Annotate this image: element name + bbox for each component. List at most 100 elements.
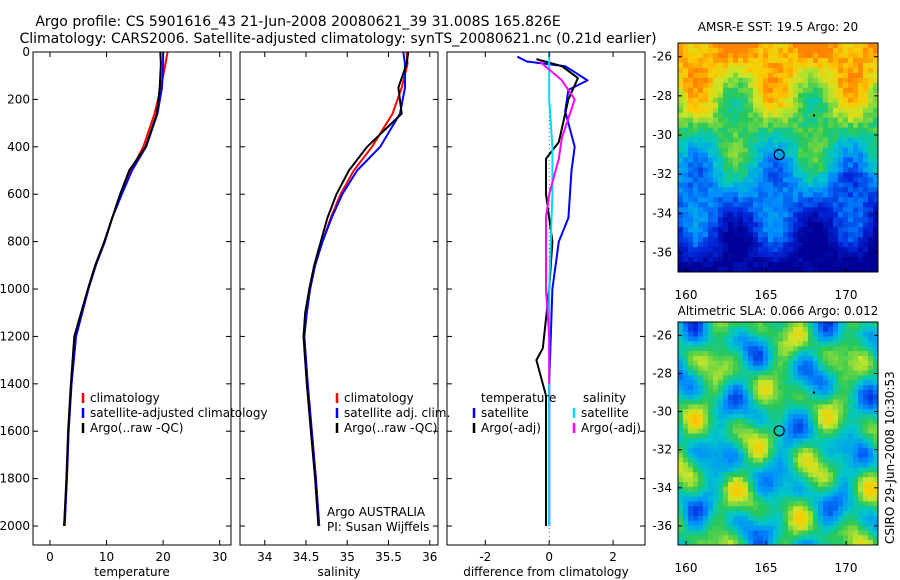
heatmap-cell — [693, 409, 699, 415]
heatmap-cell — [748, 177, 754, 183]
heatmap-cell — [728, 360, 734, 367]
heatmap-cell — [853, 187, 859, 193]
heatmap-cell — [683, 107, 689, 114]
heatmap-cell — [788, 67, 794, 74]
heatmap-cell — [863, 515, 869, 522]
heatmap-cell — [838, 501, 844, 507]
heatmap-cell — [848, 448, 854, 454]
heatmap-cell — [828, 452, 834, 459]
heatmap-cell — [698, 102, 704, 109]
heatmap-cell — [768, 77, 774, 84]
heatmap-cell — [833, 237, 839, 243]
heatmap-cell — [698, 501, 704, 507]
heatmap-cell — [723, 414, 729, 420]
heatmap-cell — [773, 57, 779, 64]
heatmap-cell — [748, 389, 754, 396]
heatmap-cell — [763, 385, 769, 391]
heatmap-cell — [708, 472, 714, 478]
heatmap-cell — [813, 346, 819, 352]
heatmap-cell — [788, 511, 794, 517]
heatmap-cell — [733, 227, 739, 233]
heatmap-cell — [708, 172, 714, 178]
heatmap-cell — [738, 511, 744, 517]
heatmap-cell — [783, 399, 789, 405]
heatmap-cell — [693, 481, 699, 488]
heatmap-cell — [863, 326, 869, 333]
heatmap-cell — [778, 202, 784, 208]
heatmap-cell — [778, 399, 784, 405]
heatmap-cell — [678, 486, 684, 493]
heatmap-cell — [723, 496, 729, 502]
heatmap-cell — [833, 535, 839, 541]
heatmap-cell — [863, 177, 869, 183]
heatmap-cell — [738, 486, 744, 493]
heatmap-cell — [688, 72, 694, 79]
heatmap-cell — [868, 192, 874, 198]
heatmap-cell — [723, 43, 729, 49]
heatmap-cell — [748, 331, 754, 337]
heatmap-cell — [773, 43, 779, 49]
heatmap-cell — [828, 467, 834, 473]
heatmap-cell — [768, 540, 774, 546]
heatmap-cell — [763, 262, 769, 268]
heatmap-cell — [678, 77, 684, 84]
heatmap-cell — [683, 438, 689, 444]
heatmap-cell — [808, 351, 814, 357]
y-tick-label: 200 — [7, 92, 30, 106]
heatmap-cell — [838, 511, 844, 517]
heatmap-cell — [828, 67, 834, 74]
heatmap-cell — [873, 375, 879, 381]
heatmap-cell — [868, 102, 874, 109]
heatmap-cell — [678, 336, 684, 342]
heatmap-cell — [733, 162, 739, 168]
heatmap-cell — [758, 515, 764, 522]
heatmap-cell — [783, 217, 789, 223]
heatmap-cell — [773, 257, 779, 263]
heatmap-cell — [728, 409, 734, 415]
heatmap-cell — [808, 162, 814, 168]
heatmap-cell — [858, 132, 864, 138]
heatmap-cell — [763, 399, 769, 405]
heatmap-cell — [818, 462, 824, 468]
heatmap-cell — [828, 525, 834, 531]
heatmap-cell — [683, 520, 689, 527]
heatmap-cell — [798, 535, 804, 541]
heatmap-cell — [733, 237, 739, 243]
heatmap-cell — [748, 457, 754, 463]
heatmap-cell — [818, 404, 824, 410]
heatmap-cell — [828, 222, 834, 228]
heatmap-cell — [778, 227, 784, 233]
heatmap-cell — [763, 414, 769, 420]
heatmap-cell — [788, 237, 794, 243]
heatmap-cell — [833, 520, 839, 527]
heatmap-cell — [823, 117, 829, 124]
heatmap-cell — [728, 217, 734, 223]
heatmap-cell — [863, 252, 869, 258]
heatmap-cell — [688, 57, 694, 64]
heatmap-cell — [678, 360, 684, 367]
heatmap-cell — [853, 107, 859, 114]
heatmap-cell — [858, 267, 864, 273]
heatmap-cell — [713, 525, 719, 531]
heatmap-cell — [803, 43, 809, 49]
heatmap-cell — [693, 380, 699, 386]
heatmap-cell — [853, 520, 859, 527]
heatmap-cell — [758, 92, 764, 99]
heatmap-cell — [813, 267, 819, 273]
heatmap-cell — [738, 326, 744, 333]
heatmap-cell — [798, 438, 804, 444]
heatmap-cell — [853, 192, 859, 198]
heatmap-cell — [763, 87, 769, 94]
heatmap-cell — [688, 242, 694, 248]
heatmap-cell — [683, 72, 689, 79]
heatmap-cell — [768, 167, 774, 173]
heatmap-cell — [703, 515, 709, 522]
heatmap-cell — [713, 341, 719, 347]
heatmap-cell — [723, 57, 729, 64]
heatmap-cell — [788, 385, 794, 391]
heatmap-cell — [828, 142, 834, 148]
heatmap-cell — [733, 418, 739, 425]
heatmap-cell — [778, 262, 784, 268]
heatmap-cell — [813, 341, 819, 347]
heatmap-cell — [868, 462, 874, 468]
